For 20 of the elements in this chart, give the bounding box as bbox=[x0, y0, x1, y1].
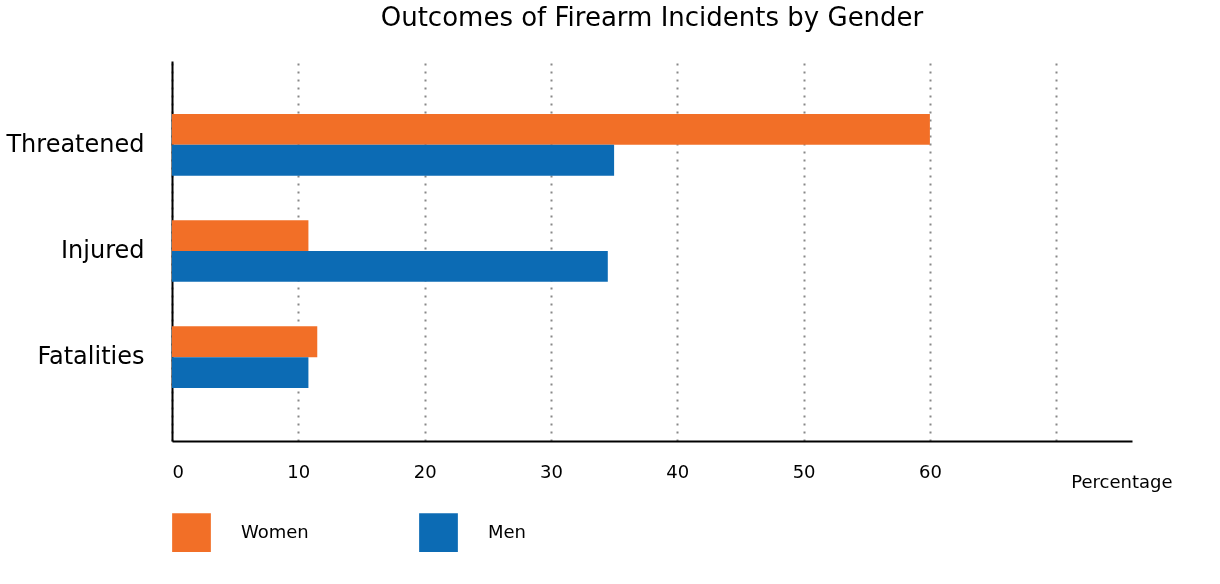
bar bbox=[172, 220, 309, 251]
bar bbox=[172, 114, 930, 145]
x-tick-label: 20 bbox=[413, 460, 437, 482]
x-tick-label: 10 bbox=[287, 460, 311, 482]
bar bbox=[172, 326, 318, 358]
y-tick-label: Fatalities bbox=[37, 342, 145, 371]
x-tick-label: 40 bbox=[666, 460, 690, 482]
legend-label: Men bbox=[488, 520, 527, 542]
x-tick-label: 30 bbox=[539, 460, 563, 482]
y-tick-label: Threatened bbox=[5, 129, 145, 158]
x-tick-label: 0 bbox=[172, 460, 184, 482]
x-tick-label: 60 bbox=[918, 460, 942, 482]
bar bbox=[172, 251, 608, 282]
x-tick-label: 50 bbox=[792, 460, 816, 482]
y-tick-label: Injured bbox=[60, 236, 145, 264]
bar bbox=[172, 357, 309, 388]
bar bbox=[172, 144, 615, 176]
x-axis-title: Percentage bbox=[1071, 470, 1173, 492]
legend-label: Women bbox=[241, 520, 309, 542]
chart-title: Outcomes of Firearm Incidents by Gender bbox=[380, 2, 924, 32]
